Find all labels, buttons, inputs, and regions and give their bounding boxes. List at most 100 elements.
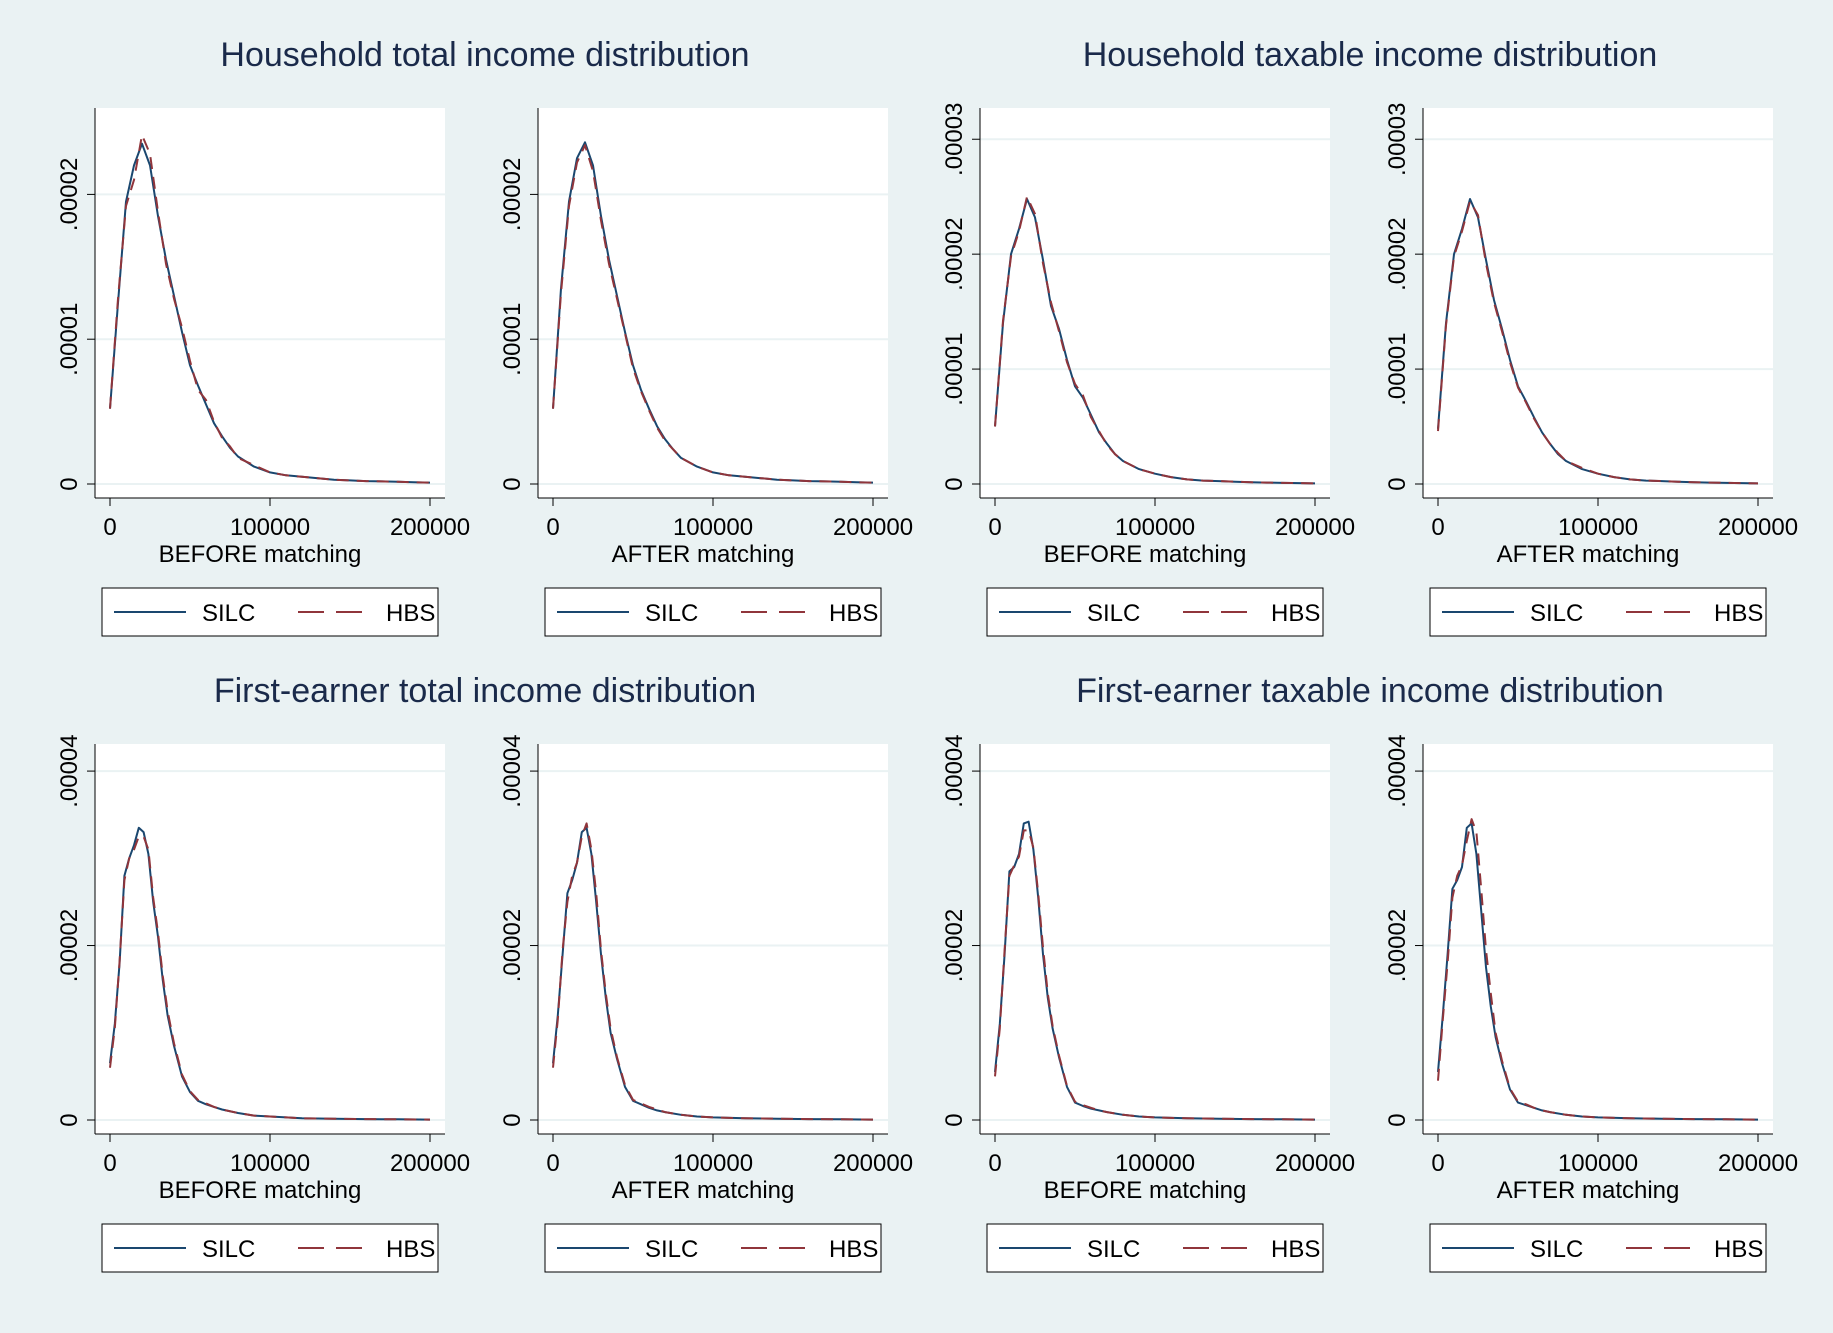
y-tick-label: .00003 [1384, 103, 1411, 176]
silc-series-line [994, 198, 1316, 485]
x-axis-label: BEFORE matching [159, 1177, 362, 1204]
y-tick-label: 0 [499, 1113, 526, 1126]
y-tick-label: .00004 [941, 734, 968, 807]
hbs-series-line [1437, 200, 1759, 485]
x-tick-label: 200000 [1275, 514, 1355, 541]
legend: SILC HBS [1429, 1223, 1767, 1273]
y-tick-label: .00002 [941, 217, 968, 290]
y-tick-label: 0 [499, 477, 526, 490]
chart-panel-3: 0 .00001 .00002 .00003 0 100000 200000 BEFORE m… [941, 103, 1355, 637]
chart-panel-5: 0 .00002 .00004 0 100000 200000 BEFORE matchin… [56, 734, 470, 1273]
legend-hbs-label: HBS [1714, 600, 1763, 627]
y-tick-label: .00001 [56, 302, 83, 375]
legend-silc-label: SILC [1530, 1236, 1583, 1263]
x-tick-label: 200000 [1718, 514, 1798, 541]
legend-hbs-label: HBS [1271, 1236, 1320, 1263]
legend: SILC HBS [544, 587, 882, 637]
y-tick-label: .00004 [499, 734, 526, 807]
x-tick-label: 100000 [1558, 514, 1638, 541]
x-tick-label: 100000 [230, 1150, 310, 1177]
y-tick-label: .00003 [941, 103, 968, 176]
y-tick-label: .00002 [1384, 909, 1411, 982]
y-tick-label: .00002 [56, 158, 83, 231]
plot-area [538, 744, 888, 1134]
plot-area [95, 744, 445, 1134]
x-axis-label: BEFORE matching [1044, 1177, 1247, 1204]
legend-silc-label: SILC [202, 600, 255, 627]
group-title-household-total: Household total income distribution [220, 36, 750, 74]
legend-silc-label: SILC [645, 1236, 698, 1263]
y-tick-label: 0 [1384, 477, 1411, 490]
legend-hbs-label: HBS [386, 1236, 435, 1263]
chart-panel-8: 0 .00002 .00004 0 100000 200000 AFTER matching… [1384, 734, 1798, 1273]
legend-silc-label: SILC [1087, 1236, 1140, 1263]
chart-panel-6: 0 .00002 .00004 0 100000 200000 AFTER matching… [499, 734, 913, 1273]
x-tick-label: 100000 [1115, 1150, 1195, 1177]
hbs-series-line [109, 134, 431, 484]
hbs-series-line [994, 195, 1316, 485]
legend: SILC HBS [544, 1223, 882, 1273]
x-tick-label: 100000 [1115, 514, 1195, 541]
x-tick-label: 200000 [1718, 1150, 1798, 1177]
legend: SILC HBS [986, 587, 1324, 637]
x-tick-label: 0 [546, 514, 559, 541]
chart-panel-1: 0 .00001 .00002 0 100000 200000 BEFORE matchin… [56, 108, 470, 637]
hbs-series-line [109, 835, 431, 1121]
y-tick-label: .00001 [499, 302, 526, 375]
hbs-series-line [552, 822, 874, 1121]
x-tick-label: 200000 [390, 514, 470, 541]
y-tick-label: .00002 [56, 909, 83, 982]
chart-panel-4: 0 .00001 .00002 .00003 0 100000 200000 AFTER ma… [1384, 103, 1798, 637]
x-tick-label: 200000 [833, 514, 913, 541]
x-tick-label: 200000 [833, 1150, 913, 1177]
plot-area [980, 108, 1330, 498]
x-axis-label: BEFORE matching [1044, 541, 1247, 568]
x-axis-label: AFTER matching [1497, 1177, 1680, 1204]
plot-area [980, 744, 1330, 1134]
chart-panel-2: 0 .00001 .00002 0 100000 200000 AFTER matching… [499, 108, 913, 637]
y-tick-label: 0 [941, 1113, 968, 1126]
x-tick-label: 0 [103, 514, 116, 541]
group-title-first-earner-total: First-earner total income distribution [213, 672, 757, 710]
y-tick-label: .00002 [1384, 217, 1411, 290]
x-tick-label: 0 [103, 1150, 116, 1177]
y-tick-label: .00002 [941, 909, 968, 982]
legend-hbs-label: HBS [829, 1236, 878, 1263]
x-tick-label: 100000 [230, 514, 310, 541]
x-tick-label: 0 [546, 1150, 559, 1177]
y-tick-label: .00001 [941, 332, 968, 405]
x-axis-label: AFTER matching [612, 541, 795, 568]
y-tick-label: .00004 [56, 734, 83, 807]
legend-silc-label: SILC [645, 600, 698, 627]
legend: SILC HBS [101, 1223, 439, 1273]
y-tick-label: 0 [56, 1113, 83, 1126]
x-tick-label: 200000 [390, 1150, 470, 1177]
x-tick-label: 100000 [673, 1150, 753, 1177]
chart-panel-7: 0 .00002 .00004 0 100000 200000 BEFORE matchin… [941, 734, 1355, 1273]
hbs-series-line [994, 829, 1316, 1121]
legend-hbs-label: HBS [1714, 1236, 1763, 1263]
y-tick-label: .00002 [499, 909, 526, 982]
y-tick-label: 0 [56, 477, 83, 490]
hbs-series-line [552, 144, 874, 484]
x-tick-label: 100000 [1558, 1150, 1638, 1177]
plot-area [1423, 744, 1773, 1134]
legend: SILC HBS [1429, 587, 1767, 637]
y-tick-label: .00002 [499, 158, 526, 231]
x-tick-label: 0 [988, 1150, 1001, 1177]
x-axis-label: AFTER matching [1497, 541, 1680, 568]
y-tick-label: .00004 [1384, 734, 1411, 807]
group-title-household-taxable: Household taxable income distribution [1082, 36, 1658, 74]
x-axis-label: BEFORE matching [159, 541, 362, 568]
legend-silc-label: SILC [1530, 600, 1583, 627]
y-tick-label: .00001 [1384, 332, 1411, 405]
legend: SILC HBS [101, 587, 439, 637]
legend-silc-label: SILC [1087, 600, 1140, 627]
legend: SILC HBS [986, 1223, 1324, 1273]
hbs-series-line [1437, 818, 1759, 1121]
legend-hbs-label: HBS [386, 600, 435, 627]
x-tick-label: 200000 [1275, 1150, 1355, 1177]
silc-series-line [552, 141, 874, 484]
